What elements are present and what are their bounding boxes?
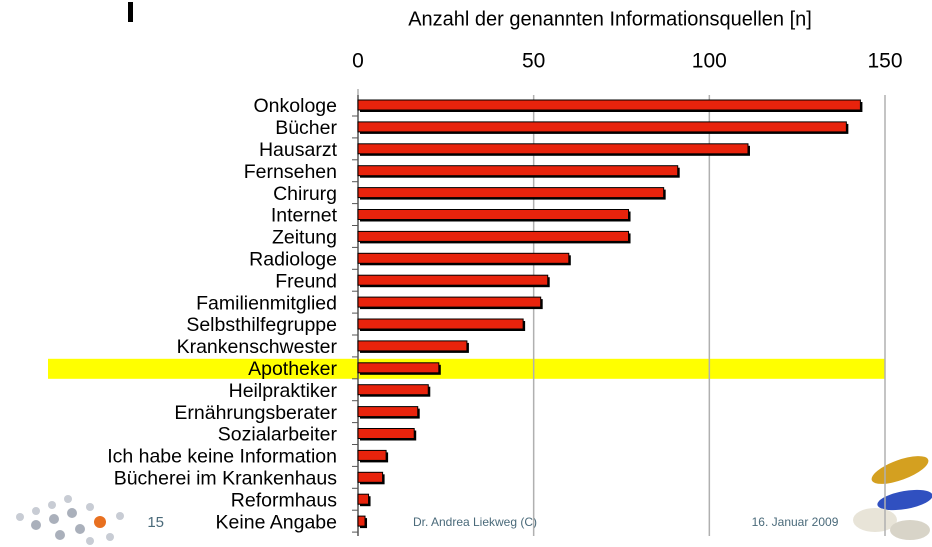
bar [358,297,541,307]
bar [358,231,629,241]
slide: Anzahl der genannten Informationsquellen… [0,0,932,547]
footer-author: Dr. Andrea Liekweg (C) [413,515,537,529]
bar [358,319,523,329]
highlight-band [48,359,885,379]
y-tick-label: Ernährungsberater [174,402,337,424]
bar [358,407,418,417]
x-tick-label: 0 [352,50,364,73]
y-tick-label: Selbsthilfegruppe [186,314,337,336]
bar [358,341,467,351]
bar [358,516,365,526]
x-tick-label: 50 [522,50,545,73]
y-tick-label: Hausarzt [259,139,338,161]
decor-dots [16,495,124,545]
y-tick-label: Sozialarbeiter [218,424,338,446]
y-tick-label: Keine Angabe [216,511,337,533]
bar [358,275,548,285]
y-tick-label: Zeitung [272,227,337,249]
y-tick-label: Fernsehen [244,161,337,183]
y-tick-label: Chirurg [273,183,337,205]
x-tick-label: 150 [867,50,902,73]
decor-pills [853,450,932,540]
y-tick-label: Bücher [275,117,337,139]
footer-date: 16. Januar 2009 [752,515,839,529]
y-tick-label: Onkologe [254,95,337,117]
bar [358,253,569,263]
y-tick-label: Reformhaus [231,489,337,511]
y-tick-label: Bücherei im Krankenhaus [114,467,338,489]
bar [358,210,629,220]
y-tick-label: Apotheker [248,358,337,380]
bar [358,122,846,132]
x-tick-label: 100 [692,50,727,73]
y-tick-label: Familienmitglied [196,292,337,314]
y-tick-label: Krankenschwester [177,336,338,358]
bar [358,494,369,504]
bar [358,385,428,395]
bar [358,472,383,482]
y-tick-label: Radiologe [249,248,337,270]
bar [358,450,386,460]
y-tick-label: Internet [271,205,338,227]
chart-title: Anzahl der genannten Informationsquellen… [408,8,812,30]
bar [358,429,414,439]
bar [358,100,860,110]
y-tick-label: Ich habe keine Information [107,446,337,468]
y-tick-label: Heilpraktiker [229,380,338,402]
title-mark [128,2,133,22]
bar [358,166,678,176]
page-number: 15 [147,514,164,531]
bar [358,363,439,373]
bar [358,144,748,154]
y-tick-label: Freund [275,270,337,292]
bar [358,188,664,198]
